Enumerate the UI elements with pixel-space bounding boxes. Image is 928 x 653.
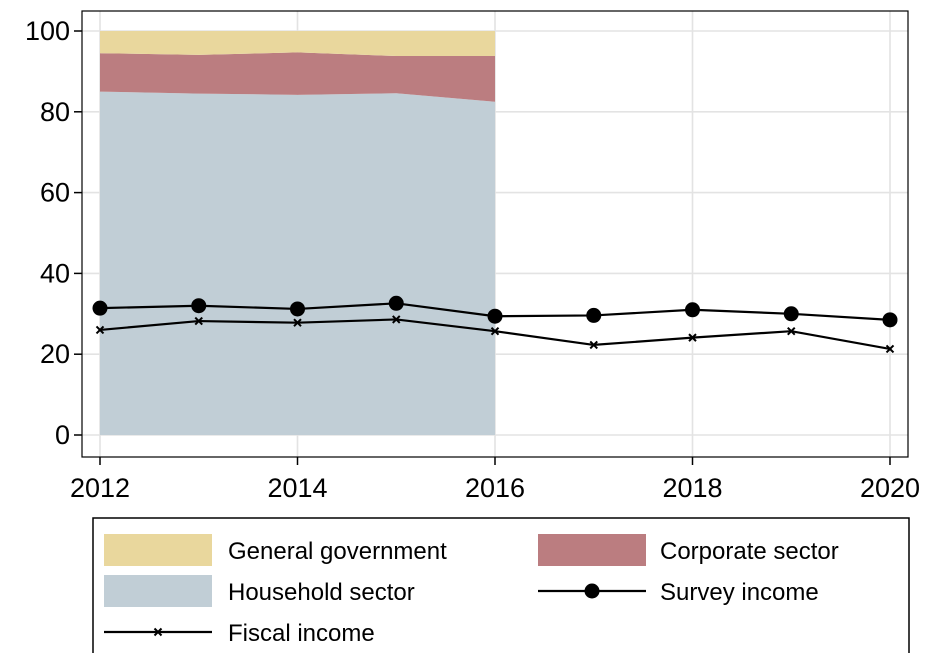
- legend-label-corporate-sector: Corporate sector: [660, 538, 839, 565]
- y-tick-label: 60: [40, 178, 70, 208]
- legend-marker-fiscal-income: [153, 627, 163, 637]
- area-general-government: [100, 31, 495, 57]
- legend-swatch-general-government: [104, 534, 212, 566]
- x-marker-stroke: [194, 316, 203, 326]
- income-lines: [92, 295, 898, 354]
- point-survey-income: [783, 306, 799, 322]
- legend-box: [92, 517, 910, 653]
- x-marker-stroke: [885, 344, 895, 354]
- axes: 0 20 40 60 80 100 2012 2014 2016 2018 2020: [25, 16, 920, 503]
- legend: General government Corporate sector Househ…: [92, 517, 910, 653]
- area-corporate-sector: [100, 52, 495, 102]
- x-tick-label: 2020: [860, 473, 920, 503]
- point-fiscal-income: [885, 344, 895, 354]
- point-survey-income: [882, 312, 898, 328]
- point-survey-income: [685, 302, 700, 318]
- legend-label-household-sector: Household sector: [228, 579, 415, 606]
- point-fiscal-income: [392, 315, 401, 324]
- point-survey-income: [290, 301, 305, 317]
- point-fiscal-income: [589, 340, 598, 350]
- legend-label-survey-income: Survey income: [660, 579, 819, 606]
- legend-label-general-government: General government: [228, 538, 447, 565]
- point-fiscal-income: [787, 326, 796, 336]
- x-tick-label: 2016: [465, 473, 525, 503]
- x-marker-stroke: [95, 325, 105, 335]
- legend-swatch-corporate-sector: [538, 534, 646, 566]
- point-fiscal-income: [490, 326, 500, 336]
- legend-swatch-household-sector: [104, 575, 212, 607]
- y-tick-label: 0: [55, 420, 70, 450]
- y-tick-label: 20: [40, 339, 70, 369]
- x-marker-stroke: [787, 326, 796, 336]
- point-survey-income: [586, 307, 602, 323]
- point-survey-income: [487, 308, 503, 324]
- x-marker-stroke: [589, 340, 598, 350]
- x-marker-stroke: [688, 333, 697, 342]
- x-tick-label: 2012: [70, 473, 130, 503]
- y-tick-label: 40: [40, 258, 70, 288]
- stacked-areas: [100, 31, 495, 435]
- point-survey-income: [92, 300, 108, 316]
- y-tick-label: 80: [40, 97, 70, 127]
- x-tick-label: 2018: [662, 473, 722, 503]
- x-marker-stroke: [490, 326, 500, 336]
- x-marker-stroke: [293, 318, 302, 327]
- point-fiscal-income: [95, 325, 105, 335]
- point-fiscal-income: [688, 333, 697, 342]
- y-tick-label: 100: [25, 16, 70, 46]
- point-survey-income: [191, 298, 207, 314]
- point-fiscal-income: [293, 318, 302, 327]
- x-tick-label: 2014: [267, 473, 327, 503]
- point-survey-income: [388, 295, 404, 311]
- legend-marker-survey-income: [584, 583, 600, 599]
- point-fiscal-income: [194, 316, 203, 326]
- x-marker-stroke: [392, 315, 401, 324]
- area-household-sector: [100, 91, 495, 435]
- legend-label-fiscal-income: Fiscal income: [228, 620, 375, 647]
